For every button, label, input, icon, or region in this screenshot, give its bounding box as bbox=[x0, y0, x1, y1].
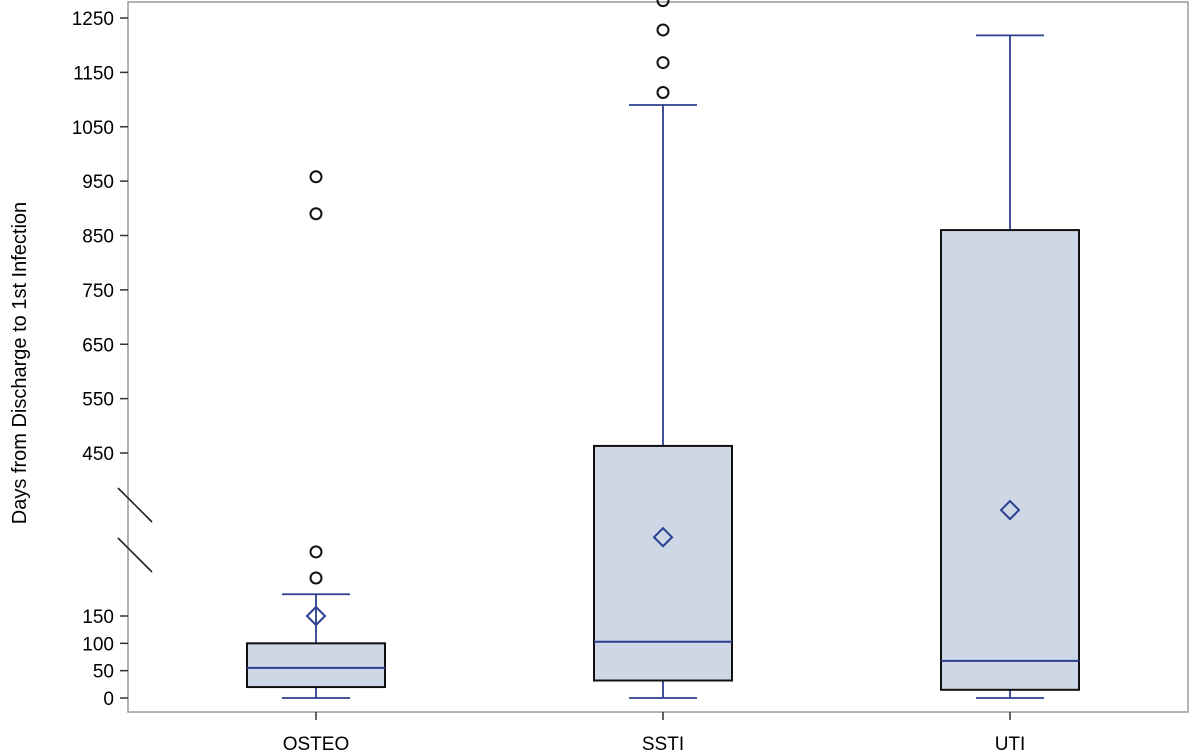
iqr-box bbox=[593, 444, 733, 682]
x-tick-label: OSTEO bbox=[283, 734, 350, 753]
y-tick-label: 850 bbox=[82, 227, 114, 248]
y-tick-labels: 0 50 100 150 450 550 650 750 850 950 1050 1150 1250 bbox=[72, 9, 114, 710]
y-tick-label: 950 bbox=[82, 172, 114, 193]
y-tick-label: 100 bbox=[82, 634, 114, 655]
x-tick-labels: OSTEO SSTI UTI bbox=[283, 734, 1026, 753]
box-uti bbox=[940, 34, 1080, 699]
y-tick-label: 50 bbox=[93, 662, 114, 683]
axis-break-marks bbox=[117, 487, 153, 573]
box-ssti bbox=[593, 0, 733, 699]
y-tick-label: 450 bbox=[82, 444, 114, 465]
outlier-point bbox=[309, 207, 323, 221]
outlier-point bbox=[309, 571, 323, 585]
x-tick-label: UTI bbox=[995, 734, 1026, 753]
y-tick-label: 1250 bbox=[72, 9, 114, 30]
outlier-point bbox=[309, 170, 323, 184]
axis-break-mark bbox=[117, 537, 153, 573]
mean-marker bbox=[305, 605, 327, 627]
outlier-point bbox=[656, 0, 670, 8]
iqr-box bbox=[246, 642, 386, 689]
y-tick-label: 550 bbox=[82, 390, 114, 411]
mean-marker bbox=[999, 499, 1021, 521]
y-tick-label: 1150 bbox=[73, 63, 114, 84]
y-tick-label: 150 bbox=[82, 607, 114, 628]
outlier-point bbox=[309, 545, 323, 559]
y-tick-label: 0 bbox=[103, 689, 114, 710]
outlier-point bbox=[656, 23, 670, 37]
outlier-point bbox=[656, 85, 670, 99]
boxes bbox=[246, 0, 1080, 699]
x-tick-label: SSTI bbox=[642, 734, 684, 753]
outlier-point bbox=[656, 56, 670, 70]
y-tick-label: 1050 bbox=[72, 118, 114, 139]
iqr-box bbox=[940, 229, 1080, 691]
box-osteo bbox=[246, 170, 386, 699]
mean-marker bbox=[652, 526, 674, 548]
y-tick-label: 750 bbox=[82, 281, 114, 302]
y-axis-label: Days from Discharge to 1st Infection bbox=[9, 201, 31, 525]
axis-break-mark bbox=[117, 487, 153, 523]
y-tick-label: 650 bbox=[82, 335, 114, 356]
